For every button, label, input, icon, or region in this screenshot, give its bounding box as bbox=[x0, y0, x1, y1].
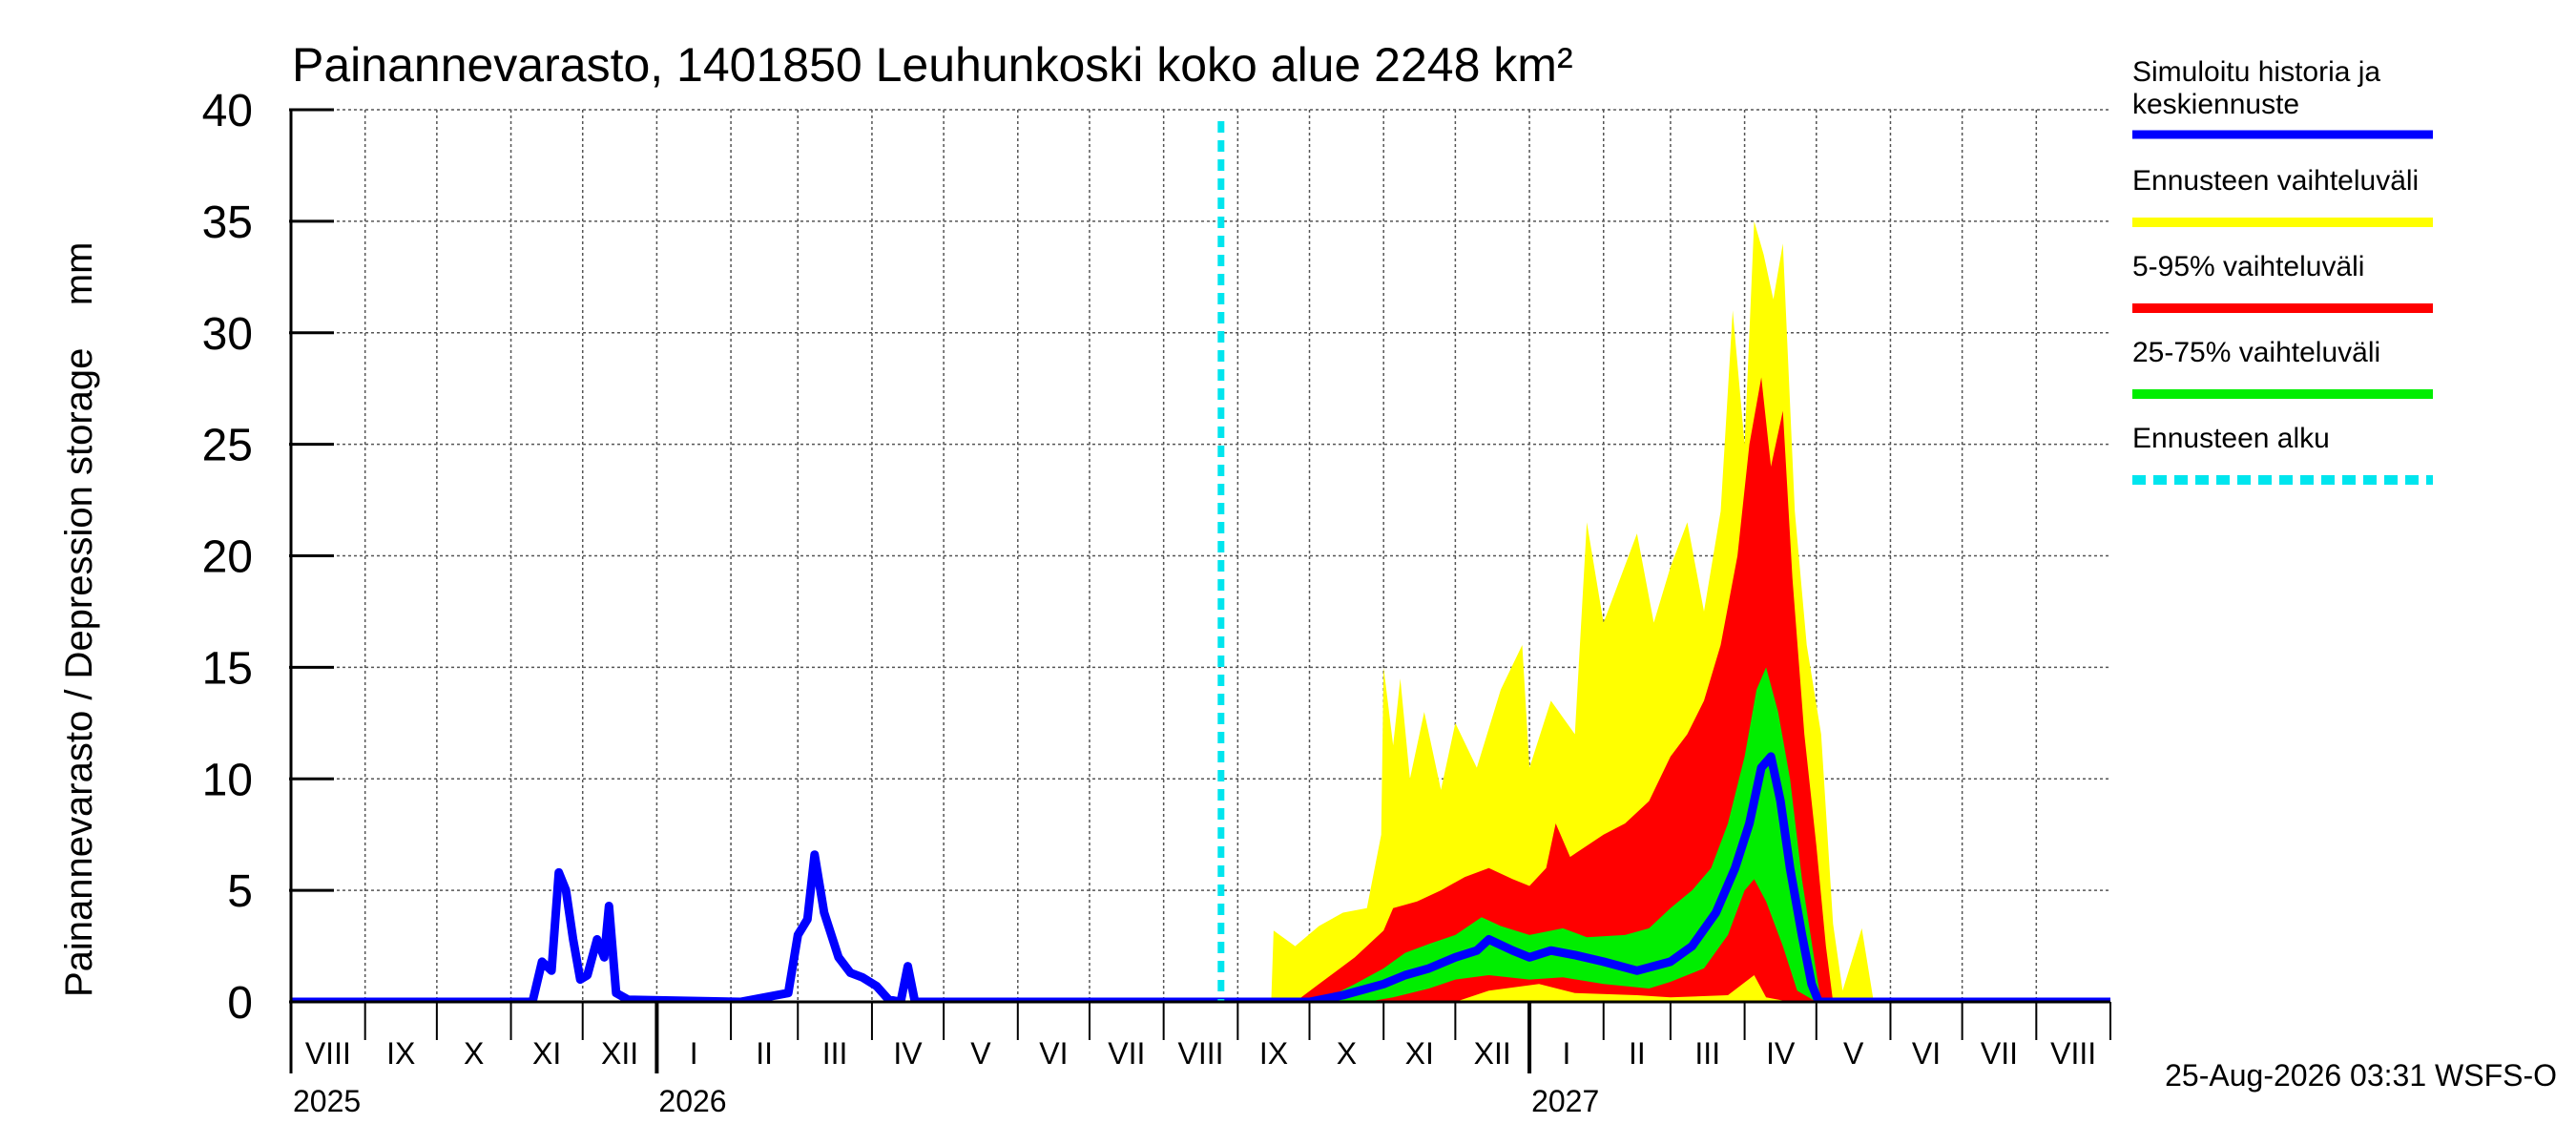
month-label: IX bbox=[386, 1036, 415, 1071]
series-band bbox=[1220, 377, 1834, 1002]
month-label: III bbox=[1694, 1036, 1720, 1071]
series-band bbox=[1220, 667, 1821, 1002]
y-axis-label: Painannevarasto / Depression storage mm bbox=[58, 241, 100, 997]
y-tick-label: 25 bbox=[202, 421, 253, 471]
month-label: VIII bbox=[2050, 1036, 2096, 1071]
month-label: VI bbox=[1039, 1036, 1068, 1071]
year-label: 2025 bbox=[293, 1084, 361, 1118]
month-label: IV bbox=[1766, 1036, 1796, 1071]
month-label: II bbox=[756, 1036, 773, 1071]
month-label: XI bbox=[532, 1036, 561, 1071]
series-line bbox=[291, 752, 2110, 1002]
month-label: XI bbox=[1405, 1036, 1434, 1071]
month-label: V bbox=[970, 1036, 991, 1071]
month-label: XII bbox=[601, 1036, 638, 1071]
month-label: V bbox=[1843, 1036, 1864, 1071]
legend-label: keskiennuste bbox=[2132, 89, 2299, 120]
month-label: VIII bbox=[305, 1036, 351, 1071]
month-label: II bbox=[1629, 1036, 1646, 1071]
y-tick-label: 40 bbox=[202, 86, 253, 136]
month-label: XII bbox=[1474, 1036, 1511, 1071]
legend-label: Simuloitu historia ja bbox=[2132, 56, 2380, 88]
timestamp-label: 25-Aug-2026 03:31 WSFS-O bbox=[2165, 1058, 2557, 1093]
legend-label: Ennusteen vaihteluväli bbox=[2132, 165, 2419, 197]
month-label: I bbox=[1562, 1036, 1570, 1071]
legend-label: Ennusteen alku bbox=[2132, 423, 2330, 454]
chart-title: Painannevarasto, 1401850 Leuhunkoski kok… bbox=[292, 38, 1573, 92]
plot-content bbox=[291, 220, 2110, 1002]
legend-label: 25-75% vaihteluväli bbox=[2132, 337, 2380, 368]
y-tick-label: 20 bbox=[202, 532, 253, 583]
y-tick-label: 15 bbox=[202, 643, 253, 694]
year-label: 2026 bbox=[658, 1084, 726, 1118]
month-label: IX bbox=[1259, 1036, 1288, 1071]
month-label: VII bbox=[1981, 1036, 2018, 1071]
month-label: I bbox=[690, 1036, 698, 1071]
y-tick-label: 10 bbox=[202, 755, 253, 805]
month-label: III bbox=[822, 1036, 848, 1071]
month-label: IV bbox=[893, 1036, 923, 1071]
month-label: VI bbox=[1912, 1036, 1941, 1071]
year-label: 2027 bbox=[1531, 1084, 1599, 1118]
y-tick-label: 0 bbox=[227, 978, 253, 1029]
legend-label: 5-95% vaihteluväli bbox=[2132, 251, 2364, 282]
month-label: VII bbox=[1108, 1036, 1145, 1071]
y-tick-label: 35 bbox=[202, 198, 253, 248]
month-label: VIII bbox=[1177, 1036, 1223, 1071]
month-label: X bbox=[1337, 1036, 1357, 1071]
y-tick-label: 5 bbox=[227, 866, 253, 917]
y-tick-label: 30 bbox=[202, 309, 253, 360]
month-label: X bbox=[464, 1036, 484, 1071]
